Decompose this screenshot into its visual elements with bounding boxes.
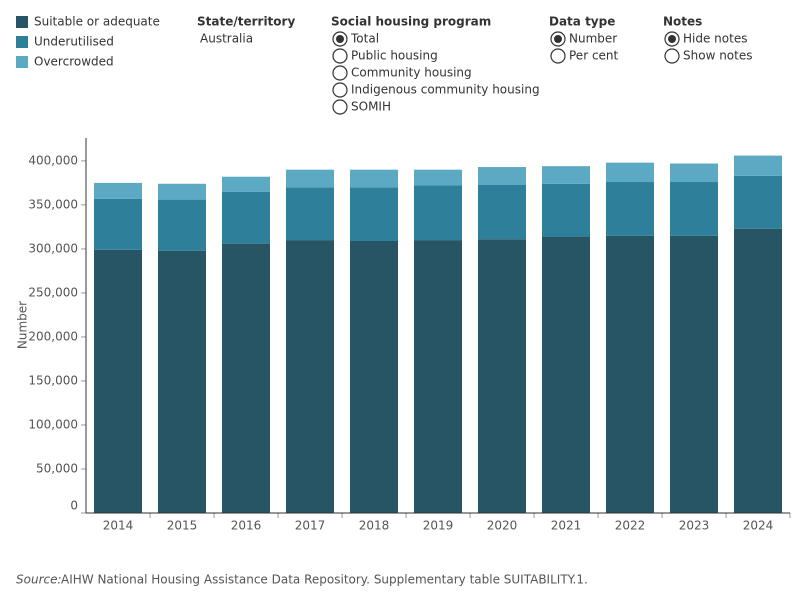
radio-label[interactable]: Community housing bbox=[351, 66, 472, 80]
bar-segment bbox=[158, 250, 206, 513]
x-tick-label: 2014 bbox=[103, 519, 134, 533]
bar-segment bbox=[734, 228, 782, 514]
legend-swatch bbox=[16, 36, 28, 48]
radio-label[interactable]: Show notes bbox=[683, 49, 752, 63]
radio-label[interactable]: Per cent bbox=[569, 49, 619, 63]
y-tick-label: 100,000 bbox=[28, 417, 78, 431]
bar-segment bbox=[350, 240, 398, 513]
radio-button[interactable] bbox=[664, 48, 680, 64]
y-tick-label: 50,000 bbox=[36, 461, 78, 475]
radio-button[interactable] bbox=[332, 48, 348, 64]
radio-label[interactable]: Public housing bbox=[351, 49, 438, 63]
bar-segment bbox=[414, 240, 462, 513]
bar-segment bbox=[94, 249, 142, 513]
x-tick-label: 2017 bbox=[295, 519, 326, 533]
legend-swatch bbox=[16, 56, 28, 68]
bar-segment bbox=[670, 163, 718, 183]
bar-segment bbox=[670, 235, 718, 513]
bar-segment bbox=[222, 191, 270, 244]
control-title: Notes bbox=[663, 15, 702, 29]
radio-label[interactable]: Hide notes bbox=[683, 32, 747, 46]
x-tick-label: 2021 bbox=[551, 519, 582, 533]
x-tick-label: 2019 bbox=[423, 519, 454, 533]
bar-segment bbox=[94, 182, 142, 199]
bar-segment bbox=[734, 175, 782, 229]
x-tick-label: 2023 bbox=[679, 519, 710, 533]
bar-segment bbox=[222, 176, 270, 192]
bar-segment bbox=[222, 243, 270, 514]
source-label: Source: bbox=[16, 573, 62, 587]
radio-dot bbox=[554, 35, 562, 43]
radio-label[interactable]: Total bbox=[350, 32, 379, 46]
radio-button[interactable] bbox=[332, 82, 348, 98]
bar-segment bbox=[286, 240, 334, 513]
bar-segment bbox=[286, 169, 334, 188]
bar-segment bbox=[94, 198, 142, 250]
x-tick-label: 2024 bbox=[743, 519, 774, 533]
y-tick-label: 250,000 bbox=[28, 285, 78, 299]
bar-segment bbox=[414, 169, 462, 186]
radio-button[interactable] bbox=[332, 65, 348, 81]
y-tick-label: 300,000 bbox=[28, 241, 78, 255]
bar-segment bbox=[670, 182, 718, 236]
x-tick-label: 2022 bbox=[615, 519, 646, 533]
x-tick-label: 2015 bbox=[167, 519, 198, 533]
bar-segment bbox=[478, 184, 526, 240]
source-text: AIHW National Housing Assistance Data Re… bbox=[61, 573, 588, 587]
y-axis-label: Number bbox=[16, 301, 30, 349]
bar-segment bbox=[606, 162, 654, 183]
radio-dot bbox=[336, 35, 344, 43]
legend-label: Underutilised bbox=[34, 35, 114, 49]
y-tick-label: 350,000 bbox=[28, 197, 78, 211]
bar-segment bbox=[606, 235, 654, 513]
bar-segment bbox=[286, 187, 334, 241]
x-tick-label: 2016 bbox=[231, 519, 262, 533]
control-title: Social housing program bbox=[331, 15, 491, 29]
bar-segment bbox=[542, 236, 590, 513]
bar-segment bbox=[542, 183, 590, 237]
radio-label[interactable]: SOMIH bbox=[351, 100, 391, 114]
radio-dot bbox=[668, 35, 676, 43]
bar-segment bbox=[478, 167, 526, 185]
radio-label[interactable]: Indigenous community housing bbox=[351, 83, 540, 97]
bar-segment bbox=[350, 169, 398, 188]
y-tick-label: 0 bbox=[70, 499, 78, 513]
y-tick-label: 150,000 bbox=[28, 373, 78, 387]
bar-segment bbox=[734, 155, 782, 176]
x-tick-label: 2018 bbox=[359, 519, 390, 533]
radio-label[interactable]: Number bbox=[569, 32, 617, 46]
y-tick-label: 200,000 bbox=[28, 329, 78, 343]
radio-button[interactable] bbox=[550, 48, 566, 64]
radio-button[interactable] bbox=[332, 99, 348, 115]
bar-segment bbox=[350, 187, 398, 241]
legend-swatch bbox=[16, 16, 28, 28]
y-tick-label: 400,000 bbox=[28, 153, 78, 167]
bar-segment bbox=[478, 239, 526, 513]
bar-segment bbox=[542, 166, 590, 184]
control-title: Data type bbox=[549, 15, 615, 29]
filter-title: State/territory bbox=[197, 15, 295, 29]
x-tick-label: 2020 bbox=[487, 519, 518, 533]
bar-segment bbox=[414, 185, 462, 241]
legend-label: Overcrowded bbox=[34, 55, 114, 69]
bar-segment bbox=[606, 182, 654, 236]
legend-label: Suitable or adequate bbox=[34, 15, 160, 29]
filter-value[interactable]: Australia bbox=[200, 32, 253, 46]
bar-segment bbox=[158, 199, 206, 251]
bar-segment bbox=[158, 183, 206, 200]
